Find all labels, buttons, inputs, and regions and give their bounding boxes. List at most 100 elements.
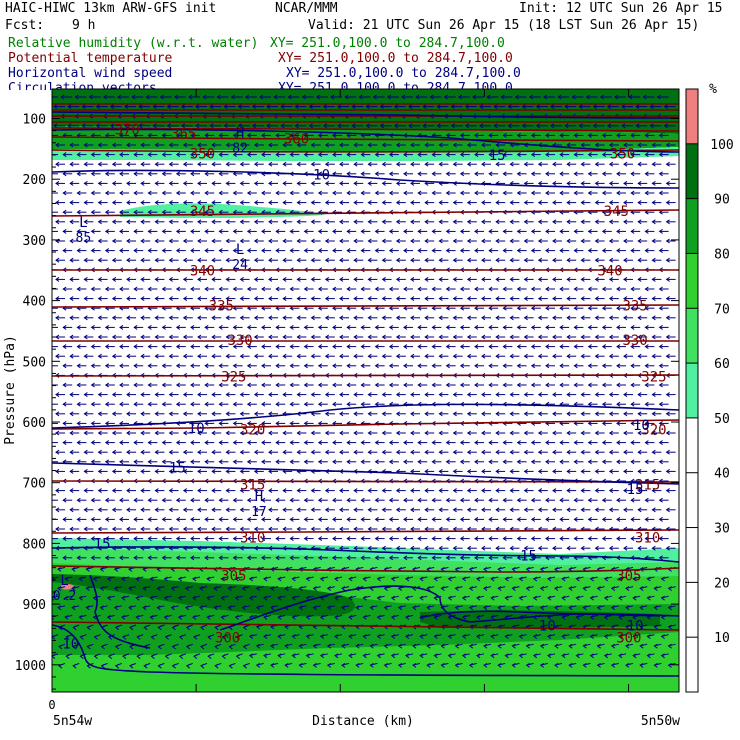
wind-vector: [610, 605, 619, 611]
wind-vector: [90, 344, 101, 350]
wind-vector: [111, 276, 122, 282]
wind-vector: [438, 219, 449, 225]
wind-vector: [580, 238, 591, 244]
wind-vector: [303, 420, 314, 426]
wind-vector: [360, 190, 371, 196]
wind-vector: [310, 200, 321, 206]
wind-vector: [175, 536, 186, 542]
wind-vector: [459, 516, 470, 522]
wind-vector: [372, 94, 385, 100]
wind-vector: [537, 276, 548, 282]
wind-vector: [182, 219, 193, 225]
wind-vector: [114, 643, 122, 650]
wind-vector: [261, 459, 271, 465]
wind-vector: [466, 276, 477, 282]
wind-vector: [637, 257, 648, 263]
wind-vector: [360, 440, 371, 446]
wind-vector: [516, 286, 527, 292]
wind-vector: [580, 219, 591, 225]
wind-vector: [623, 219, 633, 225]
wind-vector: [573, 305, 584, 311]
wind-vector: [587, 305, 598, 311]
wind-vector: [121, 614, 130, 620]
wind-vector: [182, 334, 193, 340]
wind-vector: [52, 536, 58, 541]
wind-vector: [261, 132, 271, 138]
wind-vector: [523, 238, 534, 244]
wind-vector: [76, 536, 87, 542]
wind-vector: [90, 555, 101, 561]
wind-vector: [312, 586, 321, 591]
wind-vector: [360, 228, 371, 234]
wind-vector: [161, 382, 172, 388]
wind-vector: [211, 411, 222, 417]
wind-vector: [403, 536, 413, 542]
wind-vector: [472, 94, 484, 100]
wind-vector: [175, 286, 186, 292]
wind-vector: [360, 536, 371, 542]
wind-vector: [220, 614, 229, 620]
wind-vector: [268, 276, 278, 282]
wind-vector: [197, 392, 207, 398]
wind-vector: [168, 430, 179, 436]
wind-vector: [621, 123, 633, 129]
wind-vector: [610, 624, 619, 630]
wind-vector: [177, 576, 186, 582]
wind-vector: [450, 104, 463, 110]
wind-vector: [554, 643, 563, 649]
wind-vector: [161, 536, 172, 542]
wind-vector: [495, 142, 506, 148]
wind-vector: [426, 605, 435, 611]
wind-vector: [395, 430, 406, 436]
wind-vector: [99, 566, 108, 572]
wind-vector: [573, 516, 584, 522]
wind-vector: [637, 276, 648, 282]
wind-vector: [175, 497, 186, 503]
wind-vector: [587, 536, 598, 542]
wind-vector: [459, 555, 470, 561]
wind-vector: [573, 363, 584, 369]
wind-vector: [644, 420, 655, 426]
wind-vector: [452, 296, 463, 302]
wind-vector: [337, 123, 349, 129]
wind-vector: [246, 536, 257, 542]
wind-vector: [374, 536, 385, 542]
wind-vector: [623, 296, 633, 302]
wind-vector: [133, 228, 144, 234]
wind-vector: [537, 180, 548, 186]
wind-vector: [296, 238, 307, 244]
wind-vector: [310, 334, 321, 340]
wind-vector: [353, 526, 364, 532]
wind-vector: [175, 190, 186, 196]
wind-vector: [273, 94, 286, 100]
wind-line-2: [52, 169, 679, 189]
wind-vector: [133, 363, 144, 369]
colorbar-tick-label: 50: [714, 412, 730, 427]
wind-vector: [523, 392, 534, 398]
wind-vector: [99, 586, 108, 591]
wind-vector: [107, 653, 115, 659]
wind-vector: [360, 516, 371, 522]
wind-vector: [367, 142, 378, 148]
wind-vector: [154, 315, 165, 321]
wind-vector: [374, 190, 385, 196]
wind-vector: [197, 161, 207, 167]
wind-vector: [381, 526, 392, 532]
wind-vector: [353, 142, 364, 148]
wind-vector: [395, 276, 406, 282]
wind-vector: [665, 411, 676, 417]
wind-vector: [126, 315, 136, 321]
wind-vector: [466, 488, 477, 494]
wind-vector: [76, 420, 87, 426]
wind-vector: [525, 643, 534, 649]
wind-vector: [142, 586, 151, 591]
wind-vector: [516, 459, 527, 465]
wind-vector: [461, 653, 470, 659]
wind-vector: [630, 190, 641, 196]
wind-vector: [164, 634, 172, 640]
wind-vector: [589, 576, 598, 582]
wind-vector: [424, 507, 435, 513]
wind-vector: [261, 401, 271, 407]
wind-vector: [303, 344, 314, 350]
wind-vector: [97, 161, 108, 167]
